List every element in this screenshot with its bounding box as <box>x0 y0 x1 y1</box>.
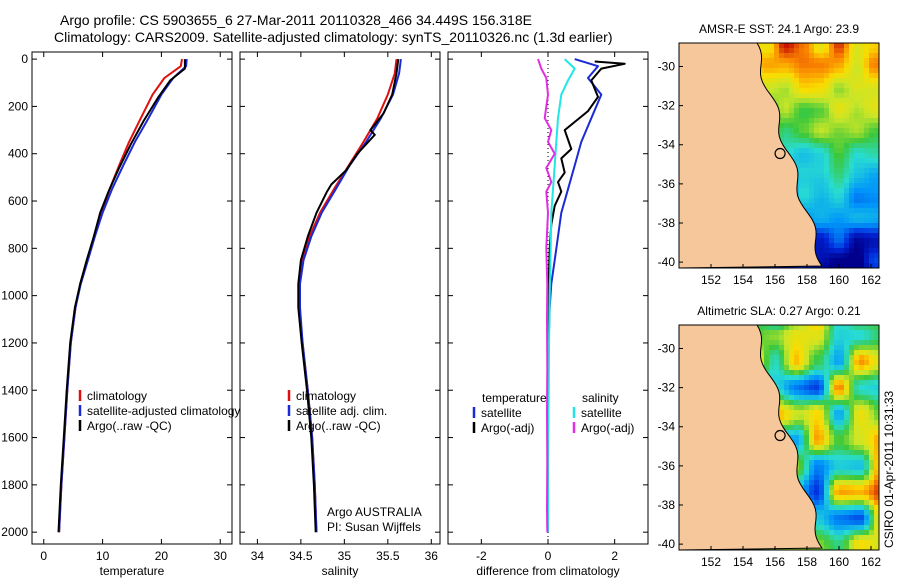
salinity-legend-label: climatology <box>296 389 356 403</box>
sla_map-xtick-label: 152 <box>701 555 721 569</box>
temperature-legend-label: climatology <box>87 389 147 403</box>
depth-tick-label: 400 <box>8 147 28 161</box>
sla_map-title: Altimetric SLA: 0.27 Argo: 0.21 <box>697 304 861 318</box>
sla_map-argo-marker <box>774 429 786 442</box>
temperature-xtick-label: 20 <box>155 549 169 563</box>
salinity-xtick-label: 34 <box>251 549 265 563</box>
side-timestamp-label: CSIRO 01-Apr-2011 10:31:33 <box>882 390 896 548</box>
salinity-xtick-label: 34.5 <box>289 549 313 563</box>
depth-tick-label: 800 <box>8 241 28 255</box>
difference-legend-left-label: satellite <box>481 406 522 420</box>
difference-xlabel: difference from climatology <box>476 564 619 578</box>
temperature-legend-label: satellite-adjusted climatology <box>87 404 240 418</box>
difference-xtick-label: 2 <box>611 549 618 563</box>
sst_map-ytick-label: -34 <box>658 138 676 152</box>
depth-tick-label: 1600 <box>1 431 28 445</box>
sst_map-land <box>679 43 823 268</box>
sst_map-ytick-label: -38 <box>658 216 676 230</box>
sla_map-ytick-label: -40 <box>658 537 676 551</box>
argo-annotation: PI: Susan Wijffels <box>327 520 421 534</box>
difference-legend-right-label: satellite <box>581 406 622 420</box>
sla_map-field <box>679 325 879 550</box>
sla_map-ytick-label: -38 <box>658 498 676 512</box>
sst_map-title: AMSR-E SST: 24.1 Argo: 23.9 <box>699 22 859 36</box>
title-line-2: Climatology: CARS2009. Satellite-adjuste… <box>54 29 613 45</box>
depth-tick-label: 1800 <box>1 478 28 492</box>
difference-series-salinity-satellite <box>547 58 576 533</box>
sla_map-axes-box <box>678 324 880 551</box>
depth-tick-label: 0 <box>21 52 28 66</box>
salinity-xtick-label: 35.5 <box>376 549 400 563</box>
depth-tick-label: 600 <box>8 194 28 208</box>
sla_map-xtick-label: 156 <box>765 555 785 569</box>
sst_map-xtick-label: 154 <box>733 273 753 287</box>
sst_map-xtick-label: 152 <box>701 273 721 287</box>
depth-tick-label: 1200 <box>1 336 28 350</box>
sst_map-ytick-label: -40 <box>658 255 676 269</box>
sst_map-ytick-label: -30 <box>658 59 676 73</box>
argo-annotation: Argo AUSTRALIA <box>327 505 422 519</box>
depth-tick-label: 200 <box>8 99 28 113</box>
title-line-1: Argo profile: CS 5903655_6 27-Mar-2011 2… <box>60 12 532 28</box>
sla_map-xtick-label: 160 <box>829 555 849 569</box>
salinity-xtick-label: 35 <box>338 549 352 563</box>
salinity-series-argo-raw-qc- <box>297 58 400 533</box>
salinity-xlabel: salinity <box>322 564 359 578</box>
difference-series-salinity-argo-adj- <box>537 58 556 533</box>
sst_map-field <box>679 43 879 268</box>
sla_map-ytick-label: -30 <box>658 341 676 355</box>
sst_map-argo-marker <box>774 147 786 160</box>
sst_map-xtick-label: 162 <box>861 273 881 287</box>
salinity-series-satellite-adj-clim- <box>299 58 402 533</box>
temperature-xlabel: temperature <box>100 564 165 578</box>
difference-legend-right-label: salinity <box>582 391 619 405</box>
temperature-series-argo-raw-qc- <box>57 59 186 533</box>
temperature-xtick-label: 10 <box>96 549 110 563</box>
salinity-legend-label: Argo(..raw -QC) <box>296 419 381 433</box>
difference-series-temperature-satellite <box>547 58 603 533</box>
sla_map-land <box>679 325 823 550</box>
sst_map-xtick-label: 156 <box>765 273 785 287</box>
salinity-axes-box <box>239 51 441 545</box>
difference-legend-right-label: Argo(-adj) <box>581 421 634 435</box>
depth-tick-label: 1400 <box>1 383 28 397</box>
difference-legend-left-label: Argo(-adj) <box>481 421 534 435</box>
depth-tick-label: 1000 <box>1 289 28 303</box>
sla_map-xtick-label: 162 <box>861 555 881 569</box>
sst_map-xtick-label: 160 <box>829 273 849 287</box>
temperature-xtick-label: 0 <box>40 549 47 563</box>
salinity-legend-label: satellite adj. clim. <box>296 404 387 418</box>
sla_map-ytick-label: -36 <box>658 459 676 473</box>
temperature-legend-label: Argo(..raw -QC) <box>87 419 172 433</box>
sla_map-ytick-label: -32 <box>658 381 676 395</box>
sst_map-ytick-label: -32 <box>658 99 676 113</box>
difference-legend-left-label: temperature <box>482 391 547 405</box>
sla_map-ytick-label: -34 <box>658 420 676 434</box>
sla_map-xtick-label: 158 <box>797 555 817 569</box>
depth-tick-label: 2000 <box>1 525 28 539</box>
difference-xtick-label: -2 <box>476 549 487 563</box>
temperature-xtick-label: 30 <box>214 549 228 563</box>
sst_map-axes-box <box>678 42 880 269</box>
sla_map-xtick-label: 154 <box>733 555 753 569</box>
sst_map-ytick-label: -36 <box>658 177 676 191</box>
difference-xtick-label: 0 <box>545 549 552 563</box>
sst_map-xtick-label: 158 <box>797 273 817 287</box>
salinity-xtick-label: 36 <box>425 549 439 563</box>
temperature-axes-box <box>31 51 233 545</box>
